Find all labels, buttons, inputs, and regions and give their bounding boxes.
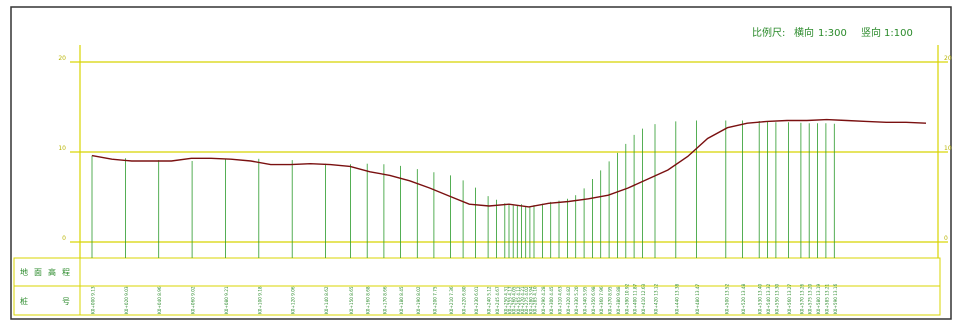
- ground-profile-line: [91, 118, 927, 208]
- level-label-right-mid: 10: [944, 145, 952, 152]
- station-label: K0+310 4.63: [558, 286, 563, 314]
- station-label: K0+270 4.21: [520, 286, 525, 314]
- station-label: K0+080 9.21: [224, 286, 229, 314]
- station-label: K0+380 9.88: [616, 286, 621, 314]
- station-label: K0+500 13.52: [724, 283, 729, 314]
- station-label: K0+255 4.17: [508, 286, 513, 314]
- station-label: K0+330 5.20: [574, 286, 579, 314]
- scale-vertical-value: 1:100: [884, 28, 913, 39]
- station-label: K0+540 13.32: [766, 283, 771, 314]
- station-label: K0+320 4.82: [566, 286, 571, 314]
- station-label: K0+360 7.96: [599, 286, 604, 314]
- station-label: K0+120 9.06: [291, 286, 296, 314]
- station-label: K0+170 8.66: [382, 286, 387, 314]
- scale-horizontal-value: 1:300: [818, 28, 847, 39]
- station-label: K0+420 13.12: [654, 283, 659, 314]
- scale-note: 比例尺: 横向 1:300 竖向 1:100: [752, 26, 913, 39]
- header-ground-1: 地: [20, 267, 28, 277]
- level-labels: 20 10 0 20 10 0: [58, 55, 951, 242]
- station-label: K0+370 8.95: [608, 286, 613, 314]
- station-label: K0+390 10.92: [624, 283, 629, 314]
- station-label: K0+580 13.19: [816, 283, 821, 314]
- station-label: K0+280 3.94: [528, 286, 533, 314]
- station-table: [13, 257, 941, 316]
- station-lines: K0+000 9.13 K0+020 9.03 K0+040 8.96 K0+060 …: [91, 120, 838, 314]
- station-label: K0+585 13.21: [824, 283, 829, 314]
- station-label: K0+265 4.12: [516, 286, 521, 314]
- station-label: K0+200 7.75: [432, 286, 437, 314]
- station-label: K0+340 5.95: [583, 286, 588, 314]
- station-label: K0+190 8.02: [416, 286, 421, 314]
- station-label: K0+160 8.68: [366, 286, 371, 314]
- header-ground-2: 面: [34, 268, 42, 277]
- station-label: K0+560 13.27: [787, 283, 792, 314]
- station-label: K0+040 8.96: [157, 286, 162, 314]
- station-label: K0+400 11.87: [633, 283, 638, 314]
- station-label: K0+575 13.20: [808, 283, 813, 314]
- drawing-border: [10, 6, 952, 320]
- station-label: K0+275 4.02: [524, 286, 529, 314]
- scale-vertical-label: 竖向: [861, 26, 881, 39]
- station-label: K0+300 4.45: [549, 286, 554, 314]
- station-label: K0+060 9.02: [191, 286, 196, 314]
- table-headers: 地 面 高 程 桩 号: [20, 267, 70, 306]
- station-label: K0+100 9.18: [257, 286, 262, 314]
- station-label: K0+240 5.12: [487, 286, 492, 314]
- header-station-1: 桩: [20, 296, 28, 306]
- level-label-right-top: 20: [944, 55, 952, 62]
- station-label: K0+550 13.30: [774, 283, 779, 314]
- scale-horizontal-label: 横向: [794, 26, 814, 39]
- station-label: K0+530 13.40: [758, 283, 763, 314]
- level-label-right-bottom: 0: [944, 235, 948, 242]
- station-label: K0+260 4.05: [512, 286, 517, 314]
- station-label: K0+570 13.26: [799, 283, 804, 314]
- station-label: K0+480 13.47: [695, 283, 700, 314]
- station-label: K0+220 6.80: [462, 286, 467, 314]
- station-label: K0+440 13.38: [674, 283, 679, 314]
- header-ground-3: 高: [48, 267, 56, 277]
- station-label: K0+290 4.28: [541, 286, 546, 314]
- header-station-2: 号: [62, 297, 70, 306]
- level-label-left-bottom: 0: [62, 235, 66, 242]
- scale-prefix: 比例尺:: [752, 26, 785, 39]
- station-label: K0+250 4.31: [503, 286, 508, 314]
- station-label: K0+245 4.67: [495, 286, 500, 314]
- station-label: K0+520 13.48: [741, 283, 746, 314]
- station-label: K0+285 4.10: [533, 286, 538, 314]
- station-label: K0+350 6.98: [591, 286, 596, 314]
- level-label-left-top: 20: [58, 55, 66, 62]
- header-ground-4: 程: [62, 268, 70, 277]
- station-label: K0+140 8.62: [324, 286, 329, 314]
- station-label: K0+150 8.65: [349, 286, 354, 314]
- station-label: K0+230 6.01: [474, 286, 479, 314]
- station-label: K0+590 13.16: [833, 283, 838, 314]
- station-label: K0+000 9.13: [91, 286, 96, 314]
- station-label: K0+020 9.03: [124, 286, 129, 314]
- level-label-left-mid: 10: [58, 145, 66, 152]
- station-label: K0+410 12.63: [641, 283, 646, 314]
- station-label: K0+210 7.36: [449, 286, 454, 314]
- station-label: K0+180 8.45: [399, 286, 404, 314]
